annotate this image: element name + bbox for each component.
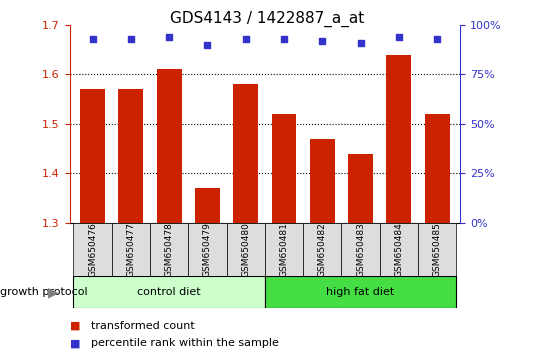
Point [241, 36, 250, 41]
Bar [425, 114, 449, 223]
Point [394, 34, 403, 40]
Bar [73, 223, 112, 276]
Bar [150, 223, 188, 276]
Bar [157, 69, 181, 223]
Text: ■: ■ [70, 338, 80, 348]
Text: GSM650477: GSM650477 [126, 222, 135, 277]
Text: ▶: ▶ [48, 285, 59, 299]
Bar [380, 223, 418, 276]
Bar [265, 223, 303, 276]
Point [165, 34, 173, 40]
Point [433, 36, 441, 41]
Bar [195, 188, 220, 223]
Text: transformed count: transformed count [91, 321, 195, 331]
Text: GSM650484: GSM650484 [394, 222, 403, 277]
Bar [303, 223, 341, 276]
Bar [73, 276, 265, 308]
Point [280, 36, 288, 41]
Bar [226, 223, 265, 276]
Text: GSM650482: GSM650482 [318, 222, 327, 277]
Text: percentile rank within the sample: percentile rank within the sample [91, 338, 279, 348]
Text: GSM650483: GSM650483 [356, 222, 365, 277]
Text: GSM650481: GSM650481 [279, 222, 288, 277]
Bar [272, 114, 296, 223]
Text: GSM650480: GSM650480 [241, 222, 250, 277]
Bar [310, 139, 335, 223]
Text: GSM650476: GSM650476 [88, 222, 97, 277]
Bar [112, 223, 150, 276]
Bar [386, 55, 411, 223]
Bar [341, 223, 380, 276]
Bar [188, 223, 226, 276]
Text: ■: ■ [70, 321, 80, 331]
Point [88, 36, 97, 41]
Point [356, 40, 365, 45]
Text: high fat diet: high fat diet [326, 287, 395, 297]
Bar [233, 84, 258, 223]
Point [203, 42, 212, 47]
Bar [80, 89, 105, 223]
Text: GDS4143 / 1422887_a_at: GDS4143 / 1422887_a_at [170, 11, 365, 27]
Text: GSM650479: GSM650479 [203, 222, 212, 277]
Bar [265, 276, 456, 308]
Bar [418, 223, 456, 276]
Bar [348, 154, 373, 223]
Point [318, 38, 326, 44]
Text: control diet: control diet [137, 287, 201, 297]
Point [127, 36, 135, 41]
Text: GSM650478: GSM650478 [165, 222, 173, 277]
Text: GSM650485: GSM650485 [433, 222, 441, 277]
Bar [118, 89, 143, 223]
Text: growth protocol: growth protocol [0, 287, 88, 297]
